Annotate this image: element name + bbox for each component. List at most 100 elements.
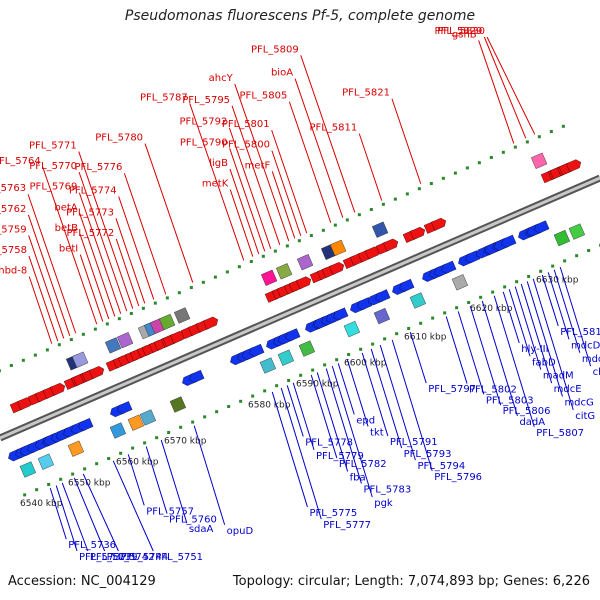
lower-gene-label: PFL_5779 [316, 451, 364, 462]
gene-category-block [19, 461, 37, 478]
upper-gene-label: PFL_5809 [251, 44, 299, 55]
upper-label-leader [79, 233, 110, 320]
lower-label-leader [559, 267, 592, 367]
reverse-gene-arrow-shape [117, 401, 133, 414]
upper-label-leader [271, 171, 296, 239]
upper-ruler-tick [417, 187, 421, 191]
upper-ruler-tick [273, 249, 277, 253]
upper-label-leader [144, 143, 194, 283]
upper-ruler-tick [117, 317, 121, 321]
lower-gene-label: PFL_5807 [536, 428, 584, 439]
upper-ruler-tick [237, 265, 241, 269]
upper-gene-label: PFL_5774 [69, 185, 117, 196]
lower-gene-label: PFL_5797 [428, 384, 476, 395]
reverse-gene-arrow [501, 234, 517, 248]
upper-label-leader [288, 101, 332, 223]
gene-category-block [329, 239, 347, 257]
gene-category-block [343, 320, 361, 338]
upper-ruler-tick [429, 182, 433, 186]
gene-category-block [277, 349, 295, 366]
lower-gene-label: fba [350, 472, 366, 483]
lower-label-leader [508, 289, 531, 357]
upper-ruler-tick [333, 223, 337, 227]
upper-ruler-tick [153, 301, 157, 305]
upper-label-leader [79, 213, 116, 317]
lower-label-leader [193, 425, 226, 525]
genome-summary: Topology: circular; Length: 7,074,893 bp… [232, 574, 590, 589]
lower-gene-label: dadA [519, 417, 545, 428]
gene-category-block-rect [553, 229, 571, 247]
gene-category-block [158, 313, 176, 331]
gene-category-block [104, 337, 122, 354]
upper-gene-label: PFL_5811 [309, 123, 357, 134]
reverse-gene-arrow [189, 369, 205, 383]
lower-ruler-tick [239, 399, 243, 403]
upper-ruler-tick [525, 140, 529, 144]
gene-category-block-rect [298, 340, 316, 357]
lower-ruler-tick [299, 373, 303, 377]
forward-gene-arrow-shape [296, 276, 312, 290]
upper-ruler-tick [537, 135, 541, 139]
gene-category-block [373, 307, 391, 325]
upper-ruler-tick [381, 202, 385, 206]
gene-category-block [451, 274, 469, 291]
upper-gene-label: gshB [452, 29, 477, 40]
gene-category-block-rect [451, 274, 469, 291]
gene-category-block-rect [373, 307, 391, 325]
upper-label-leader [271, 129, 308, 234]
upper-label-leader [115, 218, 146, 304]
lower-ruler-tick [443, 311, 447, 315]
lower-gene-label: PFL_5794 [417, 461, 465, 472]
kbp-tick-label: 6620 kbp [470, 304, 513, 314]
lower-ruler-tick [23, 493, 27, 497]
lower-ruler-tick [71, 472, 75, 476]
backbone-highlight [0, 176, 600, 440]
reverse-gene-arrow-shape [249, 343, 265, 357]
upper-gene-label: PFL_5780 [95, 133, 143, 144]
forward-gene-arrow-shape [410, 227, 426, 240]
lower-ruler-tick [35, 488, 39, 492]
gene-category-block [260, 269, 278, 286]
lower-ruler-tick [335, 358, 339, 362]
upper-gene-label: PFL_5773 [66, 207, 114, 218]
lower-label-leader [409, 332, 427, 384]
lower-gene-label: PFL_5777 [323, 520, 371, 531]
lower-gene-label: tkt [370, 427, 384, 438]
reverse-gene-arrow-shape [501, 234, 517, 248]
reverse-gene-arrow-shape [189, 369, 205, 383]
gene-category-block [109, 422, 127, 439]
lower-ruler-tick [167, 430, 171, 434]
gene-category-block-rect [530, 152, 548, 169]
reverse-gene-arrow [117, 401, 133, 414]
upper-ruler-tick [129, 312, 133, 316]
lower-ruler-tick [491, 290, 495, 294]
lower-label-leader [391, 339, 433, 472]
lower-ruler-tick [551, 264, 555, 268]
upper-label-leader [78, 151, 134, 309]
forward-gene-arrow-shape [566, 159, 582, 173]
lower-gene-label: citG [575, 411, 595, 422]
upper-label-leader [78, 192, 122, 314]
lower-ruler-tick [503, 285, 507, 289]
lower-label-leader [520, 283, 553, 384]
gene-category-block [169, 396, 187, 413]
reverse-gene-arrow-shape [285, 328, 301, 342]
upper-ruler-tick [285, 244, 289, 248]
gene-category-block-rect [127, 414, 145, 431]
upper-ruler-tick [33, 353, 37, 357]
kbp-tick-label: 6550 kbp [68, 478, 111, 488]
lower-ruler-tick [155, 436, 159, 440]
lower-ruler-tick [371, 342, 375, 346]
upper-gene-label: metK [202, 179, 229, 190]
gene-category-block [409, 292, 427, 309]
upper-label-leader [78, 171, 128, 312]
lower-gene-label: PFL_5802 [469, 385, 517, 396]
upper-ruler-tick [501, 150, 505, 154]
lower-gene-label: PFL_5751 [155, 552, 203, 563]
kbp-tick-label: 6570 kbp [164, 437, 207, 447]
lower-label-leader [286, 385, 304, 437]
forward-gene-arrow [383, 238, 399, 252]
lower-ruler-tick [479, 295, 483, 299]
gene-category-block-rect [275, 263, 293, 280]
